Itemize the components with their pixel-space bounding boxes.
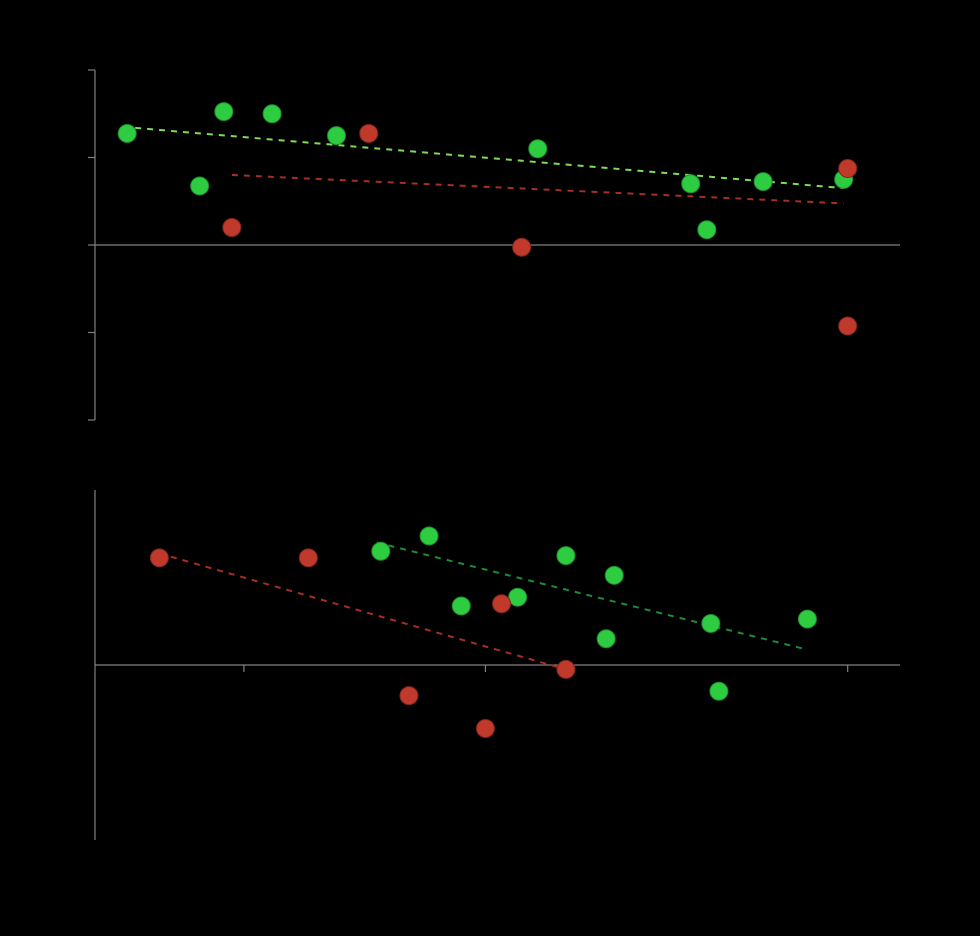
data-point-red: [493, 595, 511, 613]
data-point-red: [299, 549, 317, 567]
data-point-green: [328, 127, 346, 145]
data-point-green: [682, 175, 700, 193]
data-point-red: [557, 660, 575, 678]
data-point-green: [798, 610, 816, 628]
data-point-green: [557, 547, 575, 565]
data-point-red: [513, 238, 531, 256]
data-point-red: [150, 549, 168, 567]
data-point-green: [702, 614, 720, 632]
data-point-green: [118, 124, 136, 142]
data-point-red: [839, 159, 857, 177]
data-point-green: [452, 597, 470, 615]
data-point-green: [420, 527, 438, 545]
data-point-green: [263, 105, 281, 123]
chart-figure: [0, 0, 980, 936]
data-point-green: [698, 221, 716, 239]
data-point-green: [754, 173, 772, 191]
data-point-green: [605, 566, 623, 584]
data-point-green: [710, 682, 728, 700]
data-point-red: [400, 687, 418, 705]
chart-background: [0, 0, 980, 936]
data-point-green: [509, 588, 527, 606]
data-point-green: [372, 542, 390, 560]
data-point-green: [215, 103, 233, 121]
data-point-green: [191, 177, 209, 195]
data-point-red: [476, 719, 494, 737]
data-point-red: [839, 317, 857, 335]
data-point-green: [529, 140, 547, 158]
data-point-green: [597, 630, 615, 648]
data-point-red: [360, 124, 378, 142]
data-point-red: [223, 219, 241, 237]
